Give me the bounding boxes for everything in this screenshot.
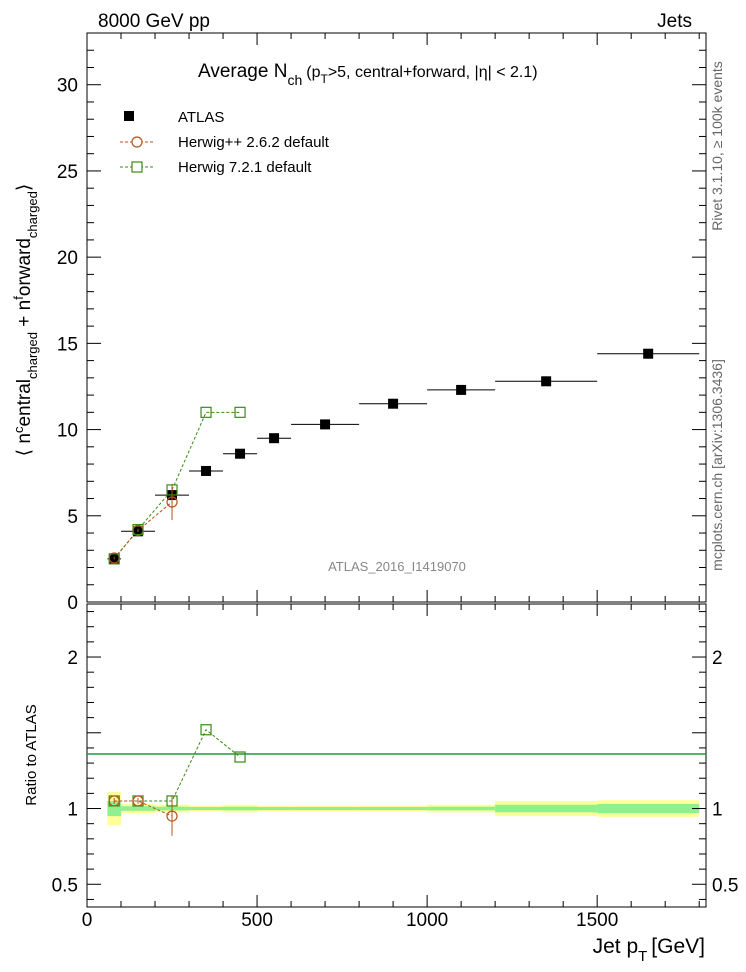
- herwig7-point-2: [166, 484, 178, 496]
- band-green-6: [291, 807, 360, 811]
- x-axis-label-unit: [GeV]: [651, 935, 705, 958]
- x-axis-label: Jet pT [GeV]: [593, 935, 705, 965]
- legend-label-atlas: ATLAS: [178, 109, 224, 126]
- ratio-y-tick-label-2: 2: [67, 648, 78, 669]
- header-left: 8000 GeV pp: [98, 11, 210, 32]
- side-label-mcplots: mcplots.cern.ch [arXiv:1306.3436]: [709, 359, 725, 571]
- y-tick-label-5: 5: [67, 507, 78, 528]
- y-tick-label-15: 15: [57, 334, 78, 355]
- herwigpp-ratio-point-1: [132, 795, 144, 807]
- legend-marker-herwig7: [131, 161, 143, 173]
- axis-ticks: [86, 32, 706, 907]
- ratio-y-tick-label-right-1: 1: [712, 800, 723, 821]
- chart-title: Average Nch (pT>5, central+forward, |η| <…: [198, 61, 538, 88]
- herwig7-point-3: [200, 406, 212, 418]
- side-label-rivet: Rivet 3.1.10, ≥ 100k events: [709, 61, 725, 231]
- atlas-point-10: [643, 348, 654, 359]
- ratio-bands: [107, 791, 700, 826]
- herwig7-point-0: [108, 553, 120, 565]
- ratio-frame: [86, 603, 707, 908]
- ratio-y-tick-label-1: 1: [67, 800, 78, 821]
- herwigpp-ratio-point-2: [166, 810, 178, 822]
- legend-label-herwigpp: Herwig++ 2.6.2 default: [178, 134, 330, 151]
- band-green-3: [189, 807, 224, 811]
- herwig7-point-4: [234, 406, 246, 418]
- atlas-point-4: [235, 448, 246, 459]
- x-tick-label-500: 500: [241, 910, 273, 931]
- y-tick-label-10: 10: [57, 421, 78, 442]
- title-tail: (p: [306, 64, 320, 81]
- title-main: Average N: [198, 61, 287, 82]
- main-frame: [86, 32, 707, 603]
- band-green-8: [427, 806, 496, 811]
- header-right: Jets: [657, 11, 692, 32]
- atlas-point-6: [320, 419, 331, 430]
- axis-tick-labels: 0 500 1000 1500 0 5 10 15 20 25 30 0.5 0.5 1 1 2 2: [52, 76, 739, 931]
- band-green-10: [597, 803, 700, 814]
- ratio-y-tick-label-0.5: 0.5: [52, 875, 78, 896]
- ratio-y-tick-label-right-0.5: 0.5: [712, 875, 738, 896]
- y-tick-label-0: 0: [67, 593, 78, 614]
- legend-marker-atlas: [124, 111, 134, 121]
- band-green-7: [359, 807, 428, 811]
- ratio-y-tick-label-right-2: 2: [712, 648, 723, 669]
- herwig7-ratio-point-2: [166, 795, 178, 807]
- herwig7-ratio-point-3: [200, 724, 212, 736]
- band-green-1: [121, 806, 156, 811]
- title-rest: >5, central+forward, |η| < 2.1): [328, 64, 538, 81]
- x-axis-label-sub: T: [638, 948, 647, 965]
- legend-marker-herwigpp: [131, 136, 143, 148]
- herwig7-ratio-point-4: [234, 751, 246, 763]
- analysis-watermark: ATLAS_2016_I1419070: [328, 559, 466, 574]
- band-green-5: [257, 807, 292, 811]
- band-green-9: [495, 804, 598, 813]
- herwigpp-point-2: [166, 496, 178, 508]
- band-green-4: [223, 806, 258, 811]
- herwigpp-ratio-line: [114, 800, 173, 817]
- atlas-point-7: [388, 398, 399, 409]
- x-axis-label-main: Jet p: [593, 935, 639, 958]
- ratio-y-axis-label: Ratio to ATLAS: [23, 704, 40, 805]
- x-tick-label-1000: 1000: [406, 910, 448, 931]
- atlas-point-9: [541, 376, 552, 387]
- y-tick-label-25: 25: [57, 162, 78, 183]
- y-tick-label-30: 30: [57, 76, 78, 97]
- title-tsub: T: [320, 72, 328, 86]
- herwig7-point-1: [132, 523, 144, 536]
- legend: ATLAS Herwig++ 2.6.2 default Herwig 7.2.…: [120, 109, 330, 176]
- x-tick-label-1500: 1500: [576, 910, 618, 931]
- legend-label-herwig7: Herwig 7.2.1 default: [178, 159, 312, 176]
- title-sub: ch: [287, 72, 302, 88]
- atlas-point-5: [269, 433, 280, 444]
- herwigpp-ratio-point-0: [108, 795, 120, 807]
- y-axis-label: ⟨ ncentralcharged + nforwardcharged⟩: [11, 184, 40, 457]
- atlas-point-3: [201, 465, 212, 476]
- herwig7-ratio-line: [114, 728, 241, 802]
- y-tick-label-20: 20: [57, 248, 78, 269]
- x-tick-label-0: 0: [82, 910, 93, 931]
- main-series: [107, 348, 700, 565]
- ratio-series: [108, 724, 246, 836]
- atlas-point-8: [456, 384, 467, 395]
